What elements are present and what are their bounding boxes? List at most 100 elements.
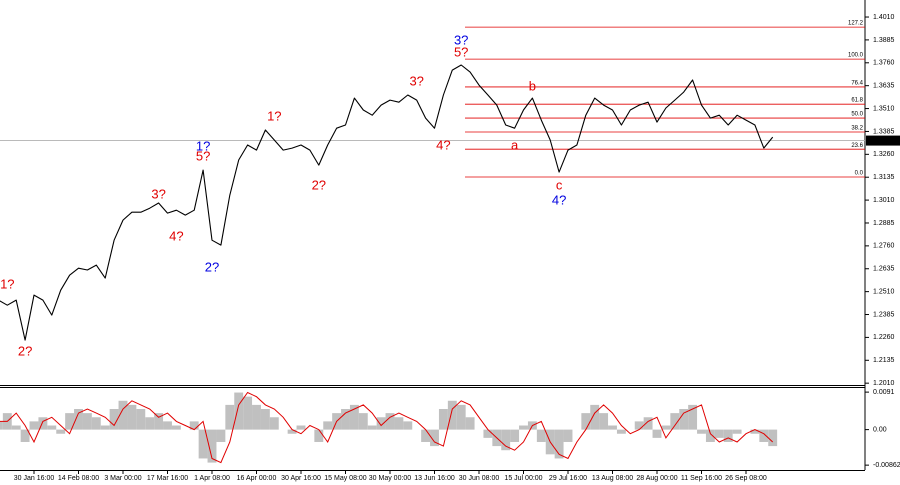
oscillator-bar <box>74 409 83 430</box>
oscillator-bar <box>20 429 30 442</box>
oscillator-bar <box>723 429 733 442</box>
x-tick-label: 15 Jul 00:00 <box>504 475 542 482</box>
wave-label: 3? <box>454 32 468 47</box>
y-tick-label: 1.2260 <box>873 334 895 341</box>
oscillator-bar <box>679 409 689 430</box>
oscillator-bar <box>465 417 475 430</box>
y-tick-label: 1.2635 <box>873 266 895 273</box>
oscillator-bar <box>341 409 350 430</box>
oscillator-bar <box>82 413 92 430</box>
oscillator-bar <box>759 429 769 442</box>
oscillator-bar <box>29 421 39 430</box>
oscillator-bar <box>314 429 324 442</box>
wave-label: 1? <box>267 108 281 123</box>
x-tick-label: 29 Jul 16:00 <box>549 475 587 482</box>
oscillator-bar <box>705 429 715 442</box>
oscillator-bar <box>136 409 146 430</box>
wave-label: 2? <box>312 177 326 192</box>
x-tick-label: 30 Apr 16:00 <box>281 475 321 482</box>
oscillator-bar <box>207 429 217 463</box>
x-tick-label: 13 Aug 08:00 <box>592 475 633 482</box>
oscillator-bar <box>608 425 617 430</box>
fib-label: 23.6 <box>851 143 863 149</box>
oscillator-bar <box>554 429 564 459</box>
oscillator-bar <box>171 425 181 430</box>
wave-label: 4? <box>169 229 183 244</box>
x-tick-label: 30 Jan 16:00 <box>14 475 55 482</box>
oscillator-bar <box>109 409 119 430</box>
oscillator-bar <box>661 425 671 430</box>
oscillator-bar <box>616 429 626 434</box>
oscillator-bar <box>252 404 261 430</box>
x-tick-label: 3 Mar 00:00 <box>104 475 141 482</box>
oscillator-bar <box>198 429 208 459</box>
oscillator-bar <box>65 413 75 430</box>
y-tick-label: 1.2010 <box>873 380 895 387</box>
y-tick-label: 1.4010 <box>873 14 895 21</box>
oscillator-bar <box>688 404 698 430</box>
oscillator-bar <box>269 417 279 430</box>
y-tick-label: 1.2760 <box>873 243 895 250</box>
oscillator-bar <box>11 425 21 430</box>
oscillator-bar <box>91 417 101 430</box>
x-tick-label: 15 May 08:00 <box>324 475 367 482</box>
oscillator-bar <box>697 429 706 434</box>
oscillator-bar <box>127 404 137 430</box>
x-tick-label: 28 Aug 00:00 <box>636 475 677 482</box>
oscillator-bar <box>634 421 644 430</box>
last-price-label: 1.33351 <box>869 137 894 144</box>
wave-label: 5? <box>196 149 210 164</box>
oscillator-bar <box>438 409 448 430</box>
oscillator-bar <box>234 392 244 430</box>
y-tick-label: 1.2135 <box>873 357 895 364</box>
oscillator-bar <box>483 429 493 438</box>
x-tick-label: 17 Mar 16:00 <box>147 475 188 482</box>
y-tick-label: 1.3885 <box>873 37 895 44</box>
oscillator-bar <box>56 429 66 434</box>
oscillator-bar <box>430 429 439 447</box>
oscillator-bar <box>118 400 128 430</box>
oscillator-bar <box>643 417 653 430</box>
y-tick-label: 1.3760 <box>873 60 895 67</box>
oscillator-bar <box>421 429 431 442</box>
wave-label: 5? <box>454 45 468 60</box>
fib-label: 50.0 <box>851 112 863 118</box>
y-tick-label: 1.2385 <box>873 311 895 318</box>
oscillator-bar <box>243 396 253 430</box>
y-tick-label: -0.00862 <box>873 462 900 469</box>
y-tick-label: 1.3510 <box>873 105 895 112</box>
fib-label: 76.4 <box>851 81 863 87</box>
x-tick-label: 1 Apr 08:00 <box>194 475 230 482</box>
oscillator-bar <box>163 421 172 430</box>
y-tick-label: 1.3260 <box>873 151 895 158</box>
wave-label: 3? <box>151 187 165 202</box>
oscillator-bar <box>501 429 511 451</box>
oscillator-bar <box>385 413 395 430</box>
oscillator-bar <box>287 429 297 434</box>
oscillator-bar <box>376 417 386 430</box>
oscillator-bar <box>358 413 368 430</box>
wave-label: 1? <box>196 138 210 153</box>
oscillator-bar <box>510 429 520 442</box>
oscillator-bar <box>296 425 306 430</box>
oscillator-bar <box>714 429 724 438</box>
wave-label: 1? <box>0 276 14 291</box>
oscillator-bar <box>590 404 600 430</box>
oscillator-bar <box>403 421 413 430</box>
wave-label: 3? <box>409 73 423 88</box>
oscillator-bar <box>732 429 742 434</box>
oscillator-bar <box>0 421 3 430</box>
oscillator-bar <box>536 429 546 442</box>
fib-label: 127.2 <box>848 21 864 27</box>
x-tick-label: 14 Feb 08:00 <box>58 475 99 482</box>
oscillator-signal <box>0 391 774 464</box>
oscillator-bar <box>100 425 110 430</box>
oscillator-bar <box>768 429 778 447</box>
x-tick-label: 30 May 00:00 <box>369 475 412 482</box>
x-tick-label: 13 Jun 16:00 <box>414 475 455 482</box>
oscillator-bar <box>599 413 609 430</box>
oscillator-bar <box>260 409 270 430</box>
oscillator-bar <box>581 413 591 430</box>
x-tick-label: 26 Sep 08:00 <box>725 475 767 482</box>
oscillator-bar <box>38 417 48 430</box>
